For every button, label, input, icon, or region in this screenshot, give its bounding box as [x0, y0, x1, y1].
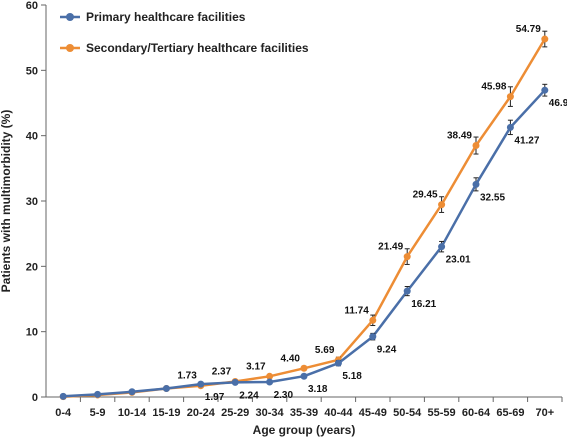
data-label: 23.01: [446, 255, 471, 266]
data-label: 2.37: [212, 367, 232, 378]
data-label: 46.96: [549, 98, 567, 109]
y-ticks: 0 10 20 30 40 50 60: [26, 0, 46, 404]
legend-marker-dot-primary: [66, 13, 74, 21]
data-point: [300, 364, 308, 372]
legend-label-secondary: Secondary/Tertiary healthcare facilities: [86, 41, 309, 55]
x-tick-label: 40-44: [324, 407, 353, 419]
data-point: [266, 372, 274, 380]
data-point: [369, 316, 377, 324]
data-label: 16.21: [411, 299, 436, 310]
data-point: [438, 243, 446, 251]
data-point: [94, 390, 102, 398]
data-label: 38.49: [447, 131, 472, 142]
data-point: [162, 385, 170, 393]
data-point: [506, 93, 514, 101]
data-label: 2.24: [239, 390, 259, 401]
series-primary: [59, 83, 549, 400]
data-label: 2.30: [274, 390, 294, 401]
data-label: 11.74: [344, 305, 369, 316]
data-point: [541, 86, 549, 94]
y-tick-label: 0: [32, 392, 38, 404]
data-labels-primary: 1.97 2.24 2.30 3.18 5.18 9.24 16.21 23.01 32.55 4…: [205, 98, 567, 403]
legend-marker-dot-secondary: [66, 44, 74, 52]
legend: Primary healthcare facilities Secondary/…: [60, 10, 309, 55]
x-axis-title: Age group (years): [253, 423, 356, 437]
data-point: [472, 142, 480, 150]
data-label: 9.24: [377, 345, 397, 356]
data-label: 1.97: [205, 392, 225, 403]
data-label: 4.40: [281, 353, 301, 364]
x-tick-label: 35-39: [290, 407, 318, 419]
x-ticks: 0-4 5-9 10-14 15-19 20-24 25-29 30-34 35-39 40-4…: [55, 397, 563, 419]
x-tick-label: 30-34: [256, 407, 285, 419]
x-tick-label: 65-69: [496, 407, 524, 419]
x-tick-label: 5-9: [90, 407, 106, 419]
x-tick-label: 70+: [535, 407, 554, 419]
y-tick-label: 60: [26, 0, 38, 12]
x-tick-label: 25-29: [221, 407, 249, 419]
data-point: [231, 378, 239, 386]
x-tick-label: 60-64: [462, 407, 491, 419]
data-point: [334, 359, 342, 367]
data-label: 54.79: [516, 24, 541, 35]
data-point: [128, 388, 136, 396]
data-label: 5.69: [315, 345, 335, 356]
series-line: [63, 38, 546, 398]
series-line: [63, 89, 546, 398]
data-label: 32.55: [480, 192, 505, 203]
data-label: 45.98: [481, 82, 506, 93]
data-labels-secondary: 1.73 2.37 3.17 4.40 5.69 11.74 21.49 29.45 38.49…: [177, 24, 541, 382]
legend-label-primary: Primary healthcare facilities: [86, 10, 246, 24]
data-label: 5.18: [342, 371, 362, 382]
x-tick-label: 0-4: [55, 407, 72, 419]
data-label: 41.27: [514, 135, 539, 146]
data-point: [541, 35, 549, 43]
series-secondary: [59, 30, 549, 401]
data-point: [472, 180, 480, 188]
y-tick-label: 40: [26, 131, 38, 143]
data-point: [369, 333, 377, 341]
y-axis-title: Patients with multimorbidity (%): [0, 110, 13, 293]
data-point: [266, 378, 274, 386]
series-layer: 1.97 2.24 2.30 3.18 5.18 9.24 16.21 23.01 32.55 4…: [59, 24, 567, 403]
x-tick-label: 45-49: [359, 407, 387, 419]
data-point: [438, 201, 446, 209]
y-tick-label: 50: [26, 65, 38, 77]
data-label: 29.45: [413, 190, 438, 201]
y-tick-label: 30: [26, 196, 38, 208]
data-point: [300, 372, 308, 380]
data-label: 1.73: [177, 371, 197, 382]
x-tick-label: 15-19: [152, 407, 180, 419]
data-label: 3.17: [246, 361, 266, 372]
data-label: 3.18: [308, 384, 328, 395]
data-label: 21.49: [378, 242, 403, 253]
x-tick-label: 50-54: [393, 407, 422, 419]
x-tick-label: 55-59: [428, 407, 456, 419]
x-tick-label: 10-14: [118, 407, 147, 419]
data-point: [403, 287, 411, 295]
data-point: [59, 392, 67, 400]
data-point: [506, 123, 514, 131]
x-tick-label: 20-24: [187, 407, 216, 419]
y-tick-label: 10: [26, 327, 38, 339]
y-tick-label: 20: [26, 261, 38, 273]
data-point: [197, 380, 205, 388]
data-point: [403, 253, 411, 261]
